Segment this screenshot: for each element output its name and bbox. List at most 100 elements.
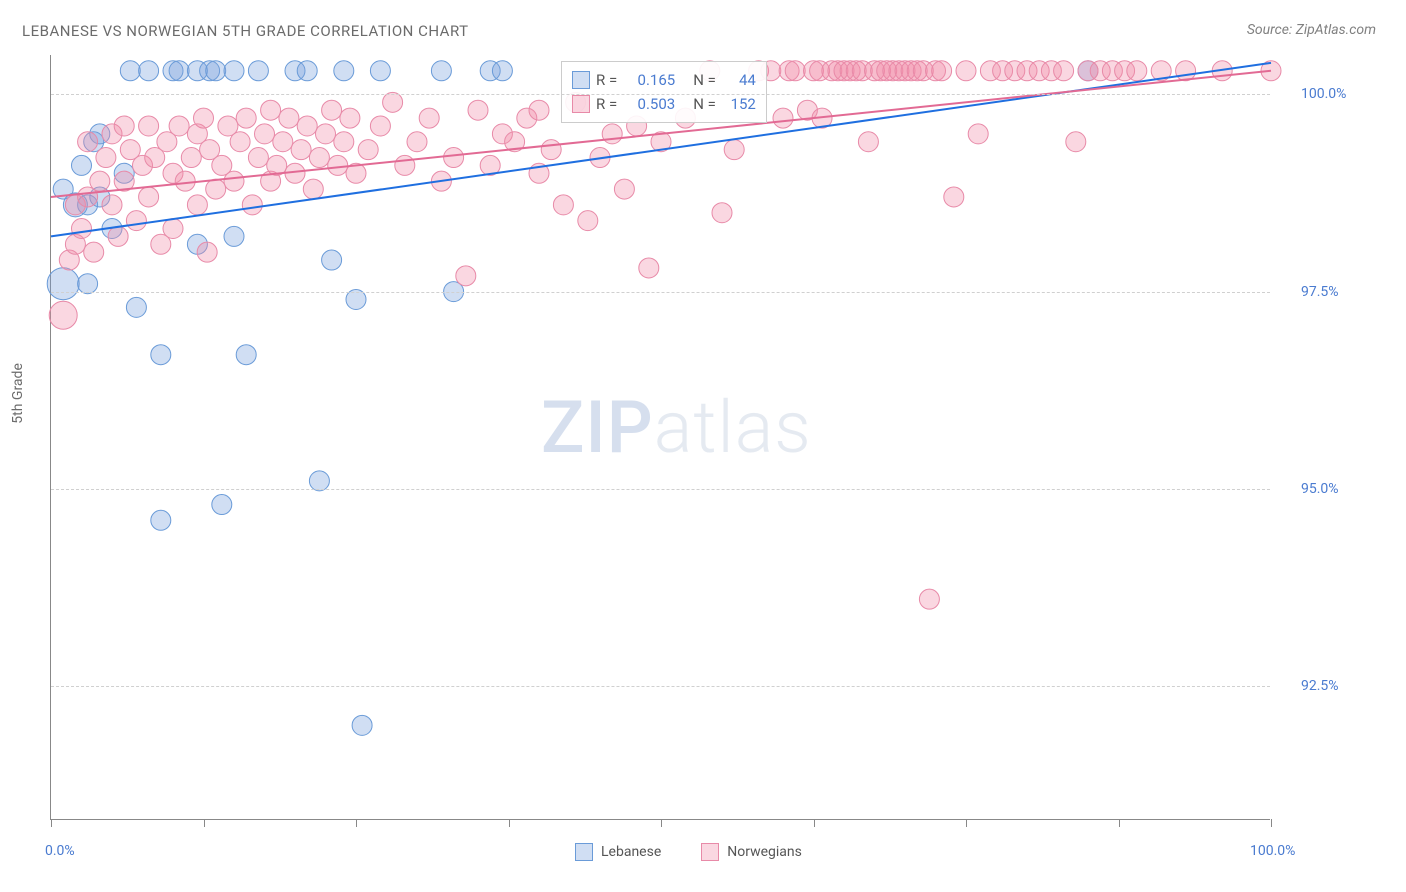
data-point [236,345,256,365]
data-point [1127,61,1147,81]
gridline [51,489,1270,490]
legend-label: Lebanese [601,844,661,860]
data-point [114,116,134,136]
scatter-svg [51,55,1270,819]
legend-swatch [701,843,719,861]
data-point [47,268,79,300]
data-point [236,108,256,128]
x-tick [51,819,52,827]
data-point [352,715,372,735]
data-point [858,132,878,152]
data-point [334,132,354,152]
data-point [407,132,427,152]
legend-row: R =0.503N =152 [572,92,756,116]
gridline [51,292,1270,293]
data-point [187,195,207,215]
legend-swatch [572,71,590,89]
legend-r-value: 0.165 [623,71,675,89]
data-point [395,155,415,175]
bottom-legend-item: Norwegians [701,843,802,861]
data-point [340,108,360,128]
data-point [248,61,268,81]
data-point [96,148,116,168]
x-tick [356,819,357,827]
data-point [248,148,268,168]
data-point [139,187,159,207]
legend-r-label: R = [596,71,617,89]
data-point [614,179,634,199]
data-point [468,100,488,120]
legend-n-value: 152 [722,95,756,113]
x-tick-label: 0.0% [45,843,75,859]
legend-r-value: 0.503 [623,95,675,113]
data-point [242,195,262,215]
x-tick [1271,819,1272,827]
legend-label: Norwegians [727,844,802,860]
legend-row: R = 0.165 N = 44 [572,68,756,92]
data-point [578,211,598,231]
x-tick [509,819,510,827]
data-point [169,116,189,136]
data-point [956,61,976,81]
data-point [724,140,744,160]
data-point [919,589,939,609]
data-point [309,148,329,168]
data-point [785,61,805,81]
y-tick-label: 95.0% [1301,481,1339,497]
data-point [224,226,244,246]
plot-area: ZIPatlas R =0.165N =44R =0.503N =152 92.… [50,55,1270,820]
data-point [78,132,98,152]
data-point [529,100,549,120]
legend-swatch [575,843,593,861]
data-point [224,61,244,81]
data-point [431,61,451,81]
data-point [197,242,217,262]
data-point [1066,132,1086,152]
data-point [553,195,573,215]
data-point [181,148,201,168]
data-point [444,148,464,168]
data-point [102,195,122,215]
legend-r-label: R = [596,95,617,113]
y-tick-label: 100.0% [1301,86,1346,102]
legend-n-value: 44 [722,71,756,89]
data-point [151,345,171,365]
data-point [261,100,281,120]
data-point [456,266,476,286]
bottom-legend: Lebanese Norwegians [575,843,802,861]
data-point [297,116,317,136]
x-tick [1119,819,1120,827]
data-point [1176,61,1196,81]
data-point [358,140,378,160]
data-point [72,155,92,175]
data-point [316,124,336,144]
x-tick [204,819,205,827]
data-point [163,219,183,239]
data-point [297,61,317,81]
data-point [108,226,128,246]
data-point [639,258,659,278]
data-point [273,132,293,152]
data-point [932,61,952,81]
legend-swatch [572,95,590,113]
data-point [224,171,244,191]
data-point [169,61,189,81]
data-point [334,61,354,81]
data-point [322,250,342,270]
y-tick-label: 92.5% [1301,678,1339,694]
data-point [944,187,964,207]
data-point [419,108,439,128]
data-point [139,61,159,81]
data-point [492,61,512,81]
data-point [602,124,622,144]
data-point [773,108,793,128]
data-point [175,171,195,191]
data-point [194,108,214,128]
data-point [968,124,988,144]
y-axis-label: 5th Grade [10,363,26,424]
data-point [151,510,171,530]
data-point [370,61,390,81]
data-point [230,132,250,152]
chart-title: LEBANESE VS NORWEGIAN 5TH GRADE CORRELAT… [22,22,469,40]
legend-n-label: N = [693,71,716,89]
